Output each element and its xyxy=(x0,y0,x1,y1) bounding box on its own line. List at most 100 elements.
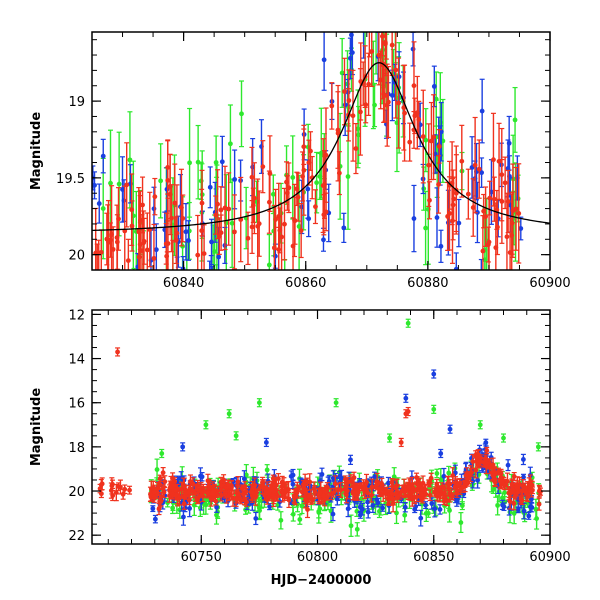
red-point xyxy=(427,489,433,502)
blue-point xyxy=(479,78,485,144)
green-point xyxy=(434,468,440,479)
green-point xyxy=(214,264,220,270)
green-outlier-point xyxy=(387,433,393,443)
green-point xyxy=(264,464,270,476)
blue-point xyxy=(483,438,489,447)
y-tick-label: 20 xyxy=(68,249,85,264)
red-point xyxy=(124,142,130,228)
red-point xyxy=(270,474,276,483)
red-point xyxy=(201,486,207,497)
blue-point xyxy=(282,289,287,334)
red-point xyxy=(496,122,502,200)
top-plot-area xyxy=(92,32,550,366)
red-point xyxy=(476,139,482,199)
x-tick-label: 60850 xyxy=(413,550,454,565)
red-point xyxy=(441,484,447,492)
red-point xyxy=(382,32,388,77)
red-point xyxy=(363,85,369,124)
blue-point xyxy=(453,252,459,270)
green-outlier-point xyxy=(431,404,437,414)
green-point xyxy=(266,233,272,270)
red-point xyxy=(276,226,282,270)
red-point xyxy=(329,82,335,130)
bottom-panel: 60750 60800 60850 60900 12 14 16 18 20 22 Magnitu… xyxy=(29,308,571,588)
red-point xyxy=(353,123,359,175)
blue-point xyxy=(253,511,259,526)
red-point xyxy=(183,488,189,498)
red-point xyxy=(399,484,405,498)
red-point xyxy=(460,480,466,494)
blue-point xyxy=(505,459,511,472)
red-point xyxy=(256,190,262,257)
red-point xyxy=(401,64,407,151)
red-point xyxy=(385,65,391,139)
green-point xyxy=(158,143,164,219)
red-point xyxy=(120,488,126,500)
red-point xyxy=(473,461,479,479)
red-point xyxy=(150,480,156,496)
blue-outlier-point xyxy=(403,393,409,403)
red-point xyxy=(282,481,288,500)
red-point xyxy=(495,467,501,476)
red-point xyxy=(181,497,187,510)
red-point xyxy=(245,211,251,266)
blue-point xyxy=(100,138,106,174)
blue-point xyxy=(209,218,215,266)
top-axis-ticks: 60840 60860 60880 60900 19 19.5 20 xyxy=(56,32,571,291)
bottom-x-axis-title: HJD−2400000 xyxy=(271,573,372,588)
green-point xyxy=(278,511,284,530)
green-outlier-point xyxy=(405,318,411,328)
red-point xyxy=(343,479,349,496)
green-outlier-point xyxy=(203,420,209,430)
red-point xyxy=(465,479,471,487)
red-point xyxy=(335,84,341,182)
red-point xyxy=(436,155,442,214)
bottom-axis-ticks: 60750 60800 60850 60900 12 14 16 18 20 22 xyxy=(68,308,570,565)
red-point xyxy=(167,153,173,236)
red-point xyxy=(338,481,344,498)
x-tick-label: 60840 xyxy=(163,276,204,291)
red-point xyxy=(428,472,434,484)
green-outlier-point xyxy=(233,431,239,441)
green-point xyxy=(354,522,360,537)
red-point xyxy=(509,193,515,270)
red-point xyxy=(98,478,104,491)
red-point xyxy=(300,151,306,202)
red-outlier-point xyxy=(398,437,404,448)
red-point xyxy=(468,465,474,483)
red-point xyxy=(396,57,402,149)
blue-point xyxy=(187,312,192,366)
blue-point xyxy=(418,509,424,527)
green-point xyxy=(495,495,501,516)
red-point xyxy=(523,485,529,502)
red-point xyxy=(226,172,232,246)
blue-point xyxy=(326,183,332,243)
red-point xyxy=(271,204,277,270)
red-point xyxy=(312,189,318,225)
blue-point xyxy=(479,157,485,188)
red-point xyxy=(201,224,207,270)
red-point xyxy=(194,495,200,505)
y-tick-label: 14 xyxy=(68,353,85,368)
red-point xyxy=(434,478,440,490)
red-point xyxy=(167,480,173,495)
red-point xyxy=(408,485,414,501)
red-point xyxy=(401,478,407,497)
red-point xyxy=(536,497,542,511)
red-point xyxy=(519,495,525,506)
red-point xyxy=(511,496,517,511)
red-point xyxy=(478,456,484,467)
y-tick-label: 12 xyxy=(68,308,85,323)
blue-point xyxy=(402,501,408,513)
red-point xyxy=(248,483,254,501)
blue-point xyxy=(456,198,462,248)
red-point xyxy=(366,52,372,116)
blue-point xyxy=(389,69,395,122)
red-point xyxy=(260,476,266,495)
red-point xyxy=(490,112,496,207)
blue-point xyxy=(209,265,215,270)
red-point xyxy=(489,464,495,482)
blue-point xyxy=(359,502,365,516)
red-point xyxy=(162,475,168,489)
red-point xyxy=(144,212,150,270)
